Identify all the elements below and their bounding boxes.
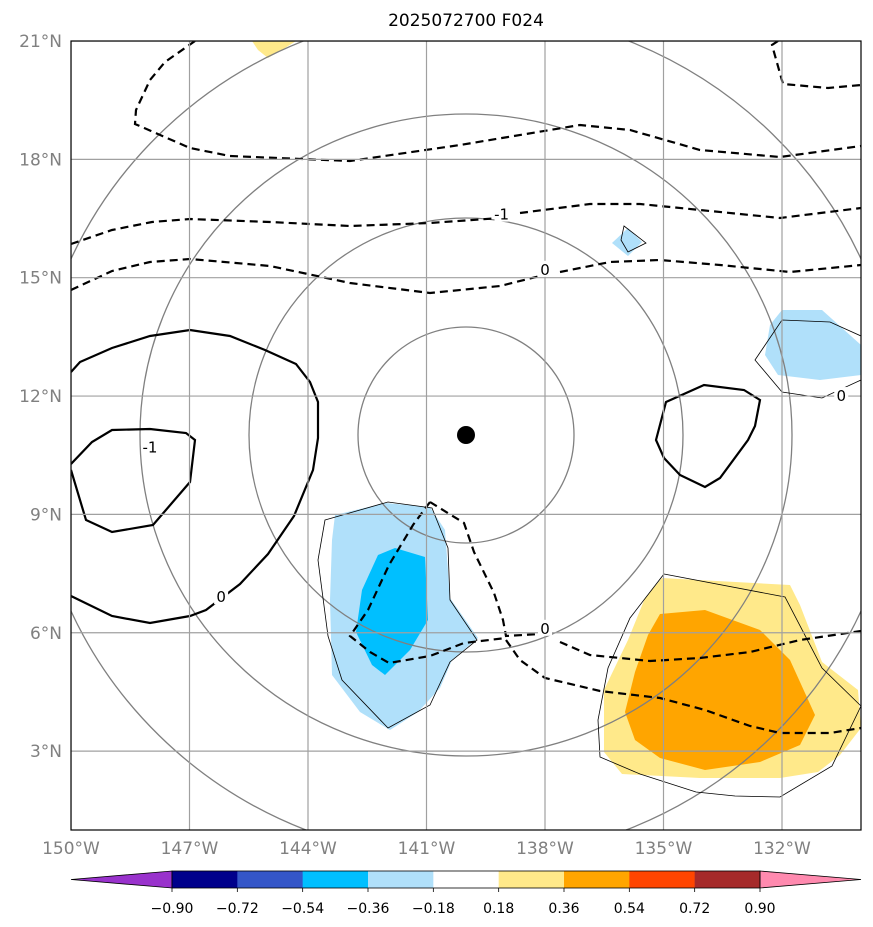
range-ring-1 xyxy=(357,326,575,544)
lat-tick-label: 9°N xyxy=(30,505,62,525)
lon-tick-label: 132°W xyxy=(753,839,811,859)
contour-lines xyxy=(71,41,861,735)
colorbar-swatch xyxy=(498,871,565,888)
range-ring-2 xyxy=(248,217,684,653)
colorbar-tick-label: 0.36 xyxy=(548,901,579,917)
colorbar-extend-low xyxy=(70,870,173,889)
contour-label-bg xyxy=(214,588,229,605)
contour-dashed-m1 xyxy=(71,216,501,246)
colorbar-swatch xyxy=(302,871,369,888)
lon-tick-label: 141°W xyxy=(398,839,456,859)
colorbar-frame xyxy=(171,870,761,889)
colorbar-tick-label: 0.18 xyxy=(483,901,514,917)
storm-center-marker xyxy=(457,426,475,444)
lat-tick-label: 12°N xyxy=(19,387,62,407)
contour-label-bg xyxy=(538,619,552,636)
map-area: -1 -1 0 0 0 0 xyxy=(70,40,862,831)
colorbar-tick-label: −0.54 xyxy=(281,901,324,917)
lon-tick-labels: 150°W 147°W 144°W 141°W 138°W 135°W 132°W xyxy=(42,839,811,859)
contour-labels: -1 -1 0 0 0 0 xyxy=(143,205,849,638)
map-frame xyxy=(70,40,862,831)
grid-lines xyxy=(71,41,861,830)
colorbar-swatch xyxy=(237,871,303,888)
contour-label: 0 xyxy=(836,387,846,405)
colorbar-swatch xyxy=(368,871,434,888)
colorbar-extend-high xyxy=(759,870,862,889)
contour-label: -1 xyxy=(494,206,509,224)
colorbar-tick-label: −0.36 xyxy=(347,901,390,917)
outline-positive xyxy=(597,573,861,798)
contour-dashed-loop xyxy=(348,501,507,665)
colorbar-tick-label: 0.90 xyxy=(744,901,775,917)
contour-label: 0 xyxy=(540,261,550,279)
contour-solid-west-outer xyxy=(71,328,320,625)
lat-tick-labels: 3°N 6°N 9°N 12°N 15°N 18°N 21°N xyxy=(19,32,62,762)
shade-positive-strong xyxy=(625,610,815,770)
colorbar-swatch xyxy=(694,871,761,888)
colorbar-swatch xyxy=(629,871,695,888)
contour-dashed-top-right xyxy=(770,41,861,90)
outline-north xyxy=(620,225,647,253)
colorbar-tick-label: 0.54 xyxy=(614,901,645,917)
lat-tick-label: 18°N xyxy=(19,150,62,170)
shade-negative-east xyxy=(765,310,861,380)
contour-label-bg xyxy=(538,260,552,277)
colorbar-swatch xyxy=(433,871,499,888)
contour-dashed-south-c xyxy=(505,639,861,735)
contour-dashed-0 xyxy=(71,257,541,295)
contour-solid-west-inner xyxy=(71,427,197,534)
contour-dashed-south-b xyxy=(559,629,861,663)
shade-positive-top xyxy=(252,41,296,58)
shade-negative-strong xyxy=(356,548,428,675)
contour-label-bg xyxy=(494,205,509,222)
lat-tick-label: 21°N xyxy=(19,32,62,52)
colorbar-swatch xyxy=(172,871,238,888)
chart-title: 2025072700 F024 xyxy=(388,11,544,31)
colorbar-tick-label: 0.72 xyxy=(679,901,710,917)
contour-label-bg xyxy=(834,387,849,404)
shaded-fields xyxy=(252,41,861,778)
lon-tick-label: 144°W xyxy=(279,839,337,859)
contour-label: 0 xyxy=(540,620,550,638)
lon-tick-label: 147°W xyxy=(161,839,219,859)
contour-dashed-0b xyxy=(559,258,861,274)
contour-dashed-m1b xyxy=(519,202,861,220)
range-ring-3 xyxy=(139,113,793,757)
contour-dashed-south xyxy=(429,501,541,638)
lat-tick-label: 3°N xyxy=(30,742,62,762)
contour-label: -1 xyxy=(143,438,158,456)
colorbar-tick-label: −0.90 xyxy=(151,901,194,917)
lon-tick-label: 138°W xyxy=(516,839,574,859)
contour-label: 0 xyxy=(216,588,226,606)
outline-negative xyxy=(317,501,478,729)
colorbar: −0.90 −0.72 −0.54 −0.36 −0.18 0.18 0.36 0.54 0.7… xyxy=(70,870,862,917)
range-rings xyxy=(71,41,861,830)
contour-solid-east xyxy=(654,383,762,489)
contour-dashed-top xyxy=(133,41,861,163)
lon-tick-label: 135°W xyxy=(635,839,693,859)
colorbar-swatch xyxy=(564,871,630,888)
lon-tick-label: 150°W xyxy=(42,839,100,859)
colorbar-tick-label: −0.72 xyxy=(216,901,259,917)
contour-label-bg xyxy=(143,438,157,455)
colorbar-tick-label: −0.18 xyxy=(412,901,455,917)
lat-tick-label: 6°N xyxy=(30,624,62,644)
lat-tick-label: 15°N xyxy=(19,269,62,289)
